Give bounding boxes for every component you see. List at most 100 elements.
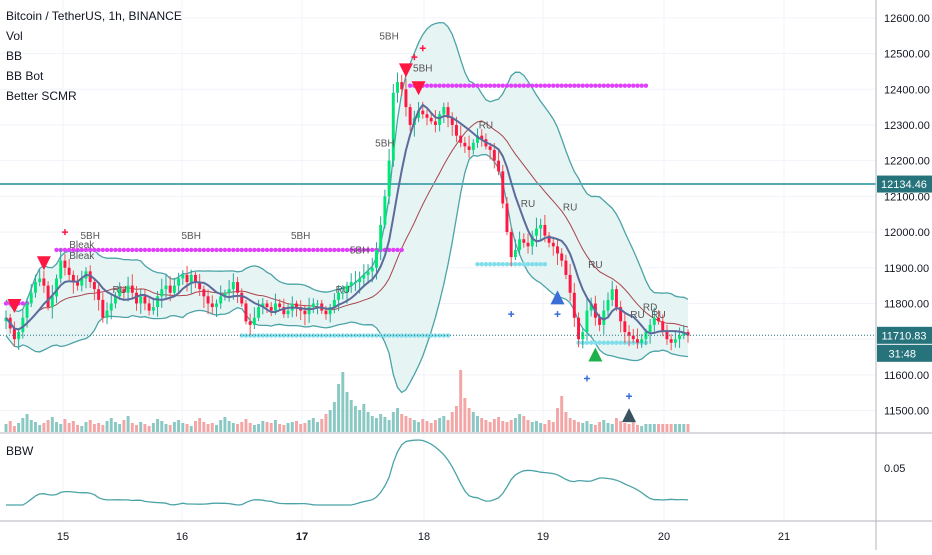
volume-bar <box>341 372 345 432</box>
volume-bar <box>29 420 33 432</box>
level-dot <box>75 247 80 253</box>
candle-body <box>172 285 176 293</box>
candle-body <box>29 292 33 304</box>
candle-body <box>598 317 602 325</box>
volume-bar <box>349 400 353 432</box>
level-dot <box>475 261 480 267</box>
candle-body <box>198 282 202 290</box>
volume-bar <box>236 424 240 432</box>
candle-body <box>518 239 522 250</box>
signal-label: RU <box>521 199 535 210</box>
candle-body <box>231 282 235 290</box>
time-tick-label: 19 <box>537 531 549 543</box>
candle-body <box>606 299 610 311</box>
candle-body <box>33 282 37 293</box>
level-dot <box>344 247 350 253</box>
indicator-bb-bot[interactable]: BB Bot <box>6 69 44 83</box>
level-dot <box>357 333 362 338</box>
bar-countdown: 31:48 <box>888 348 916 360</box>
volume-bar <box>219 420 223 432</box>
level-dot <box>138 247 143 253</box>
candle-body <box>101 299 105 318</box>
volume-bar <box>400 414 404 432</box>
volume-bar <box>370 416 374 432</box>
candle-body <box>657 317 661 322</box>
candle-body <box>526 242 530 247</box>
indicator-vol[interactable]: Vol <box>6 29 23 43</box>
volume-bar <box>438 418 442 432</box>
candle-body <box>269 307 273 311</box>
volume-bar <box>467 408 471 432</box>
volume-bar <box>593 425 597 432</box>
level-dot <box>100 247 106 253</box>
volume-bar <box>12 426 16 432</box>
level-dot <box>483 261 489 267</box>
volume-bar <box>396 408 399 432</box>
candle-body <box>610 289 614 300</box>
volume-bar <box>185 424 189 432</box>
candle-body <box>316 303 320 305</box>
level-dot <box>71 247 76 253</box>
level-dot <box>327 247 333 253</box>
volume-bar <box>50 417 54 432</box>
candle-body <box>374 249 378 268</box>
candle-body <box>509 232 513 258</box>
level-dot <box>167 247 173 253</box>
candle-body <box>46 285 50 308</box>
level-dot <box>597 340 602 345</box>
candle-body <box>261 303 265 308</box>
time-tick-label: 18 <box>418 531 430 543</box>
indicator-better-scmr[interactable]: Better SCMR <box>6 89 77 103</box>
level-dot <box>614 83 619 88</box>
volume-bar <box>172 422 176 432</box>
level-dot <box>538 261 543 267</box>
volume-bar <box>324 414 328 432</box>
level-dot <box>319 247 324 253</box>
level-dot <box>113 247 118 253</box>
volume-bar <box>421 419 425 432</box>
volume-bar <box>572 420 576 432</box>
volume-bar <box>299 424 303 432</box>
candle-body <box>151 307 155 311</box>
volume-bar <box>585 421 589 432</box>
volume-bar <box>480 418 484 432</box>
indicator-bb[interactable]: BB <box>6 49 23 63</box>
volume-bar <box>278 424 282 432</box>
bollinger-basis-line <box>5 103 689 336</box>
level-dot <box>294 333 299 338</box>
level-dot <box>155 247 160 253</box>
volume-bar <box>269 423 273 432</box>
volume-bar <box>130 423 134 432</box>
volume-bar <box>215 425 218 432</box>
time-axis[interactable]: 15 16 17 18 19 20 21 <box>57 531 790 543</box>
level-dot <box>252 333 257 338</box>
level-dot <box>437 333 442 338</box>
volume-bar <box>560 396 564 432</box>
signal-label: 5BH <box>350 245 369 256</box>
level-dot <box>20 301 26 306</box>
candle-body <box>50 296 54 308</box>
candle-body <box>459 135 463 143</box>
bbw-pane-label[interactable]: BBW <box>6 444 34 458</box>
level-dot <box>332 333 337 338</box>
candle-body <box>492 149 496 161</box>
level-dot <box>92 247 97 253</box>
candle-body <box>497 160 501 172</box>
symbol-title[interactable]: Bitcoin / TetherUS, 1h, BINANCE <box>6 9 182 23</box>
candle-body <box>585 310 589 333</box>
candle-body <box>4 317 8 322</box>
volume-bar <box>33 422 37 432</box>
volume-bar <box>631 422 635 432</box>
volume-bar <box>168 425 172 432</box>
level-dot <box>517 261 522 267</box>
candle-body <box>614 289 618 308</box>
candle-body <box>42 278 46 286</box>
candle-body <box>358 278 362 283</box>
horizontal-level-tag[interactable]: 12134.46 <box>877 175 932 193</box>
volume-bar <box>84 422 88 432</box>
candle-body <box>547 235 551 243</box>
candle-body <box>341 292 345 294</box>
